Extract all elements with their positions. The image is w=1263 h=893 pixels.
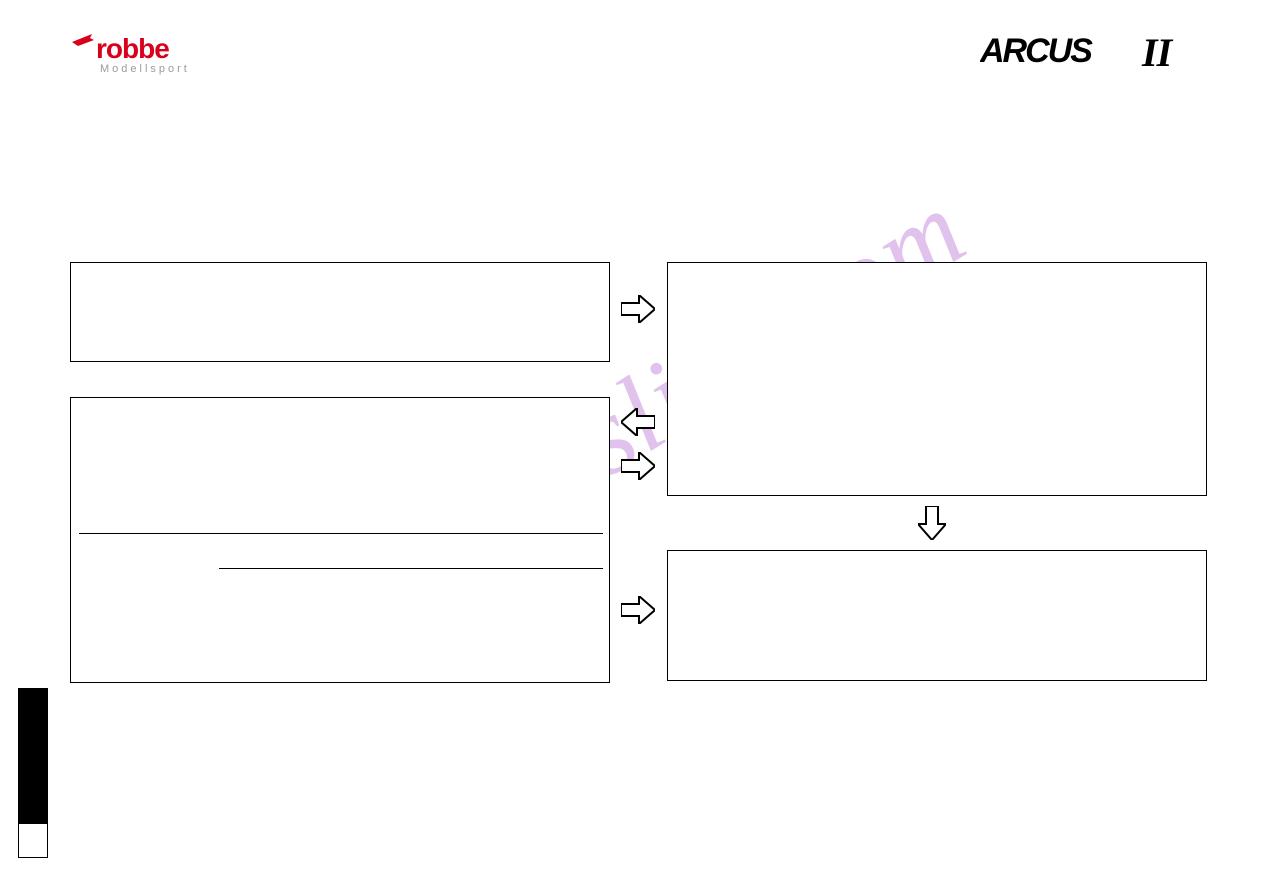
svg-text:robbe: robbe bbox=[96, 33, 169, 64]
arrow-down-icon bbox=[918, 506, 946, 545]
box-bottom-left bbox=[70, 397, 610, 683]
divider-line bbox=[219, 568, 603, 569]
side-tab bbox=[18, 688, 48, 823]
divider-line bbox=[79, 533, 603, 534]
svg-text:II: II bbox=[1141, 30, 1174, 74]
arrow-right-icon bbox=[621, 295, 655, 328]
box-top-left bbox=[70, 262, 610, 362]
page-number-box bbox=[18, 823, 48, 858]
logo-robbe: robbe Modellsport bbox=[70, 28, 205, 81]
arrow-left-icon bbox=[621, 408, 655, 441]
logo-arcus: ARCUS II bbox=[980, 30, 1205, 79]
box-top-right bbox=[667, 262, 1207, 496]
svg-text:ARCUS: ARCUS bbox=[980, 32, 1093, 70]
arrow-right-icon bbox=[621, 596, 655, 629]
svg-text:Modellsport: Modellsport bbox=[100, 63, 190, 75]
box-bottom-right bbox=[667, 550, 1207, 681]
arrow-right-icon bbox=[621, 452, 655, 485]
